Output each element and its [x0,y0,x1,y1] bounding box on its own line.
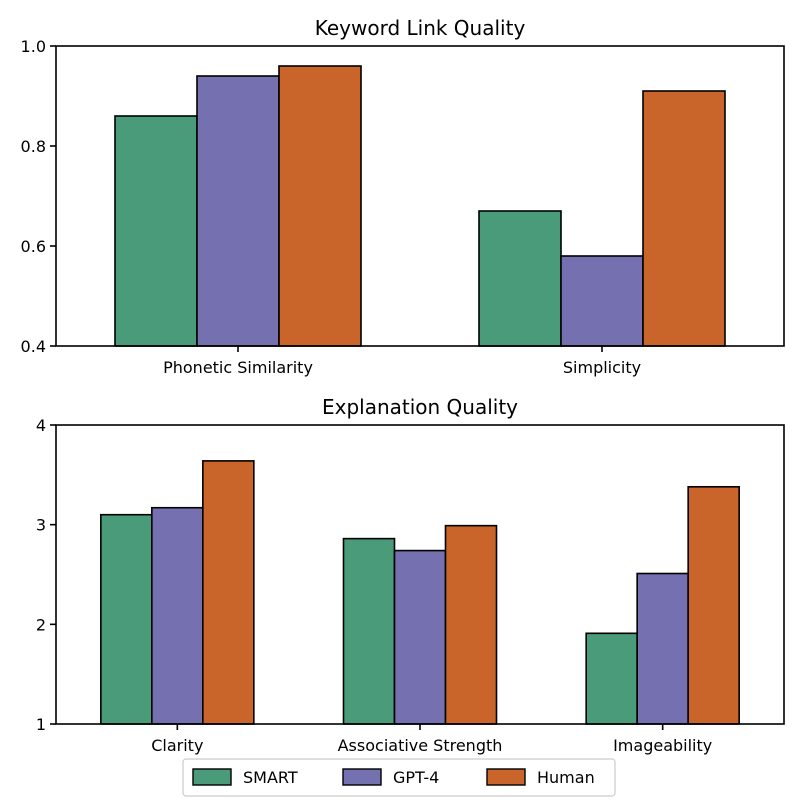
bar-human-0 [278,65,362,347]
x-tick-label: Imageability [613,736,712,755]
bar-smart-1 [478,210,562,347]
y-tick-label: 0.6 [21,237,46,256]
bar-human-1 [444,524,498,725]
legend-label: Human [537,768,595,787]
keyword-link-quality-chart: Keyword Link Quality 0.4 0.6 0.8 1.0 Phoneti… [21,16,785,377]
x-tick-label: Simplicity [563,358,641,377]
bar-gpt4-1 [393,549,447,725]
legend-swatch-smart [192,768,232,786]
chart-title: Keyword Link Quality [315,16,526,40]
y-tick-label: 0.8 [21,137,46,156]
x-tick-label: Associative Strength [338,736,503,755]
explanation-quality-chart: Explanation Quality 1 2 3 4 Clarity Associati… [36,395,785,755]
bar-smart-2 [585,632,638,725]
legend-box [182,758,616,797]
x-tick-label: Phonetic Similarity [163,358,313,377]
bar-human-2 [687,485,740,725]
bar-gpt4-1 [560,255,644,347]
y-tick-label: 3 [36,516,46,535]
legend-label: GPT-4 [393,768,439,787]
bar-gpt4-2 [636,572,689,725]
y-tick-label: 1.0 [21,37,46,56]
x-tick-label: Clarity [151,736,203,755]
bar-gpt4-0 [151,506,204,725]
bar-smart-1 [342,537,396,725]
legend-swatch-gpt4 [342,768,382,786]
y-tick-label: 0.4 [21,337,46,356]
legend-swatch-human [486,768,526,786]
y-tick-label: 4 [36,416,46,435]
chart-title: Explanation Quality [322,395,518,419]
y-tick-label: 1 [36,715,46,734]
bar-human-1 [642,90,726,347]
legend: SMART GPT-4 Human [182,758,616,797]
bar-smart-0 [114,115,198,347]
plot-frame [55,45,785,347]
bar-human-0 [202,460,255,725]
y-tick-label: 2 [36,615,46,634]
bar-gpt4-0 [196,75,280,347]
legend-label: SMART [243,768,298,787]
bar-smart-0 [100,513,153,725]
